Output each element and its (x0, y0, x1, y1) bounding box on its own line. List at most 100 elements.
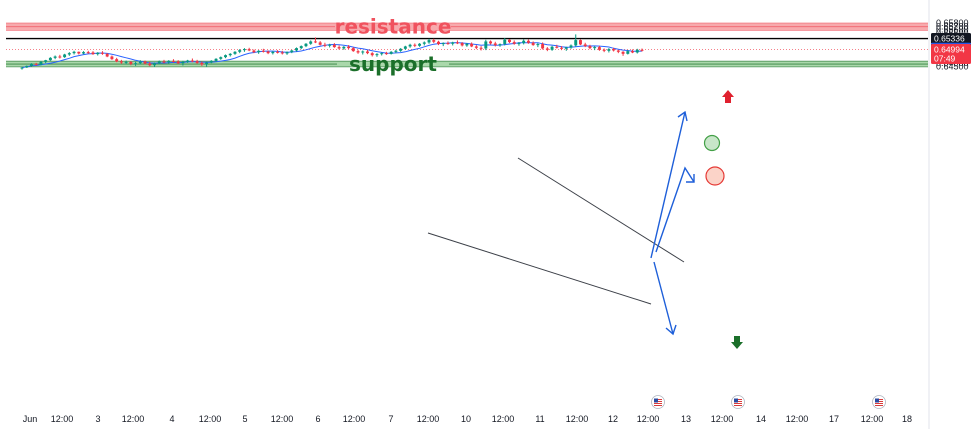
candle (186, 60, 190, 62)
x-tick-label: Jun (23, 414, 38, 424)
candle (607, 49, 611, 51)
candle (266, 51, 270, 54)
candle (503, 39, 507, 45)
candle (489, 41, 493, 44)
candle (138, 61, 142, 64)
bearish-target-circle[interactable] (705, 166, 725, 186)
price-2-countdown: 07:49 (934, 54, 956, 64)
wedge-lower-line[interactable] (427, 232, 652, 305)
x-tick-label: 11 (535, 414, 544, 424)
candle (555, 46, 559, 48)
candle (29, 63, 33, 66)
candle (209, 60, 213, 63)
x-tick-label: 12:00 (122, 414, 145, 424)
candle (96, 52, 100, 55)
candle (437, 41, 440, 45)
candle (342, 46, 346, 49)
us-event-flag-icon[interactable] (651, 395, 665, 409)
candle (115, 59, 119, 62)
candle (233, 51, 237, 54)
candle (384, 53, 388, 55)
candle (631, 51, 635, 53)
x-tick-label: 12:00 (271, 414, 294, 424)
candle (427, 40, 431, 43)
candle (167, 60, 171, 63)
candle (394, 50, 398, 52)
candle (119, 61, 123, 63)
candle (413, 44, 417, 46)
candle (484, 41, 488, 49)
candle (446, 43, 450, 45)
bullish-arrow-1[interactable] (650, 111, 686, 259)
candle (474, 46, 478, 48)
candle (621, 51, 625, 54)
candle (181, 61, 185, 64)
x-tick-label: 12:00 (51, 414, 74, 424)
bullish-arrow-2[interactable] (655, 166, 695, 253)
bearish-arrow[interactable] (653, 261, 674, 335)
bearish-arrow-head (665, 324, 677, 336)
candle (526, 40, 530, 43)
y-tick-label: 0.65700 (936, 21, 969, 31)
candle (441, 43, 445, 45)
candle (588, 46, 592, 49)
candle (470, 43, 474, 47)
candle (550, 46, 554, 50)
candle (512, 42, 516, 44)
x-tick-label: 12:00 (566, 414, 589, 424)
us-event-flag-icon[interactable] (731, 395, 745, 409)
candle (134, 63, 138, 65)
candle (309, 41, 313, 44)
us-event-flag-icon[interactable] (872, 395, 886, 409)
x-tick-label: 14 (756, 414, 766, 424)
candle (313, 41, 317, 43)
candle (380, 53, 384, 55)
candle (370, 53, 374, 56)
candle (465, 43, 469, 46)
wedge-upper-line[interactable] (517, 157, 685, 263)
candle (522, 40, 526, 44)
candle (257, 50, 261, 53)
x-tick-label: 12:00 (786, 414, 809, 424)
candle (280, 52, 284, 54)
candle (162, 61, 166, 63)
candle (129, 61, 133, 64)
candle (593, 47, 597, 49)
candle (148, 63, 152, 66)
candle (25, 65, 29, 68)
x-tick-label: 12 (608, 414, 618, 424)
x-tick-label: 12:00 (492, 414, 515, 424)
candle (531, 42, 535, 46)
candle (323, 44, 327, 46)
candle (53, 56, 57, 58)
candle (195, 61, 199, 63)
candle (100, 52, 104, 54)
candle (517, 43, 521, 45)
y-tick-label: 0.65800 (936, 18, 969, 28)
candle (124, 61, 128, 63)
bullish-target-circle[interactable] (703, 134, 721, 152)
price-2-value: 0.64994 (934, 45, 965, 55)
candle (58, 56, 62, 58)
bullish-arrow-2-head (686, 174, 695, 183)
x-tick-label: 12:00 (637, 414, 660, 424)
resistance-label: resistance (335, 15, 452, 39)
candle (399, 48, 403, 51)
candle (508, 39, 511, 43)
candle (82, 52, 85, 54)
candle (451, 42, 455, 44)
candle (366, 51, 369, 54)
candle (271, 51, 275, 54)
candle (143, 61, 147, 64)
candle (422, 42, 426, 44)
x-tick-label: 5 (242, 414, 247, 424)
candle (34, 63, 38, 65)
candle (224, 55, 227, 58)
candle (460, 43, 464, 46)
candle (247, 49, 251, 51)
candle (67, 53, 71, 55)
key-level-badge (931, 33, 971, 45)
candle (432, 40, 436, 42)
candle (252, 50, 256, 53)
